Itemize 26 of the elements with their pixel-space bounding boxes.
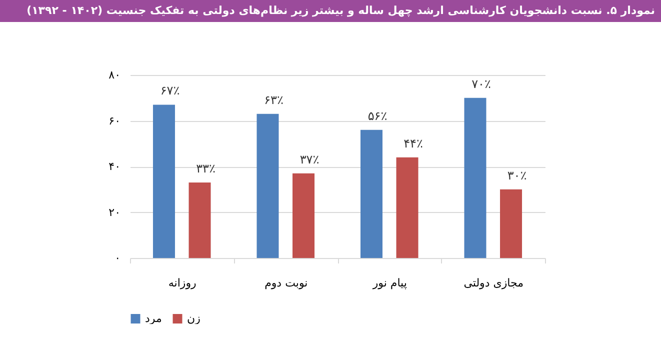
data-label: ۴۴٪ <box>404 136 423 150</box>
bar <box>292 173 315 258</box>
bar <box>360 130 382 258</box>
data-label: ۳۳٪ <box>196 162 216 176</box>
data-label: ۳۷٪ <box>300 152 320 166</box>
bar <box>464 98 486 258</box>
data-label: ۶۳٪ <box>264 92 284 107</box>
y-tick-label: ۶۰ <box>108 114 120 128</box>
y-tick-label: ۲۰ <box>108 206 120 219</box>
y-tick-label: ۸۰ <box>108 68 120 82</box>
x-tick-label: روزانه <box>168 276 196 290</box>
y-tick-label: ۴۰ <box>108 160 120 173</box>
data-label: ۳۰٪ <box>507 168 527 182</box>
bar <box>500 189 522 258</box>
x-tick-label: مجازی دولتی <box>464 276 524 290</box>
bar <box>256 114 279 258</box>
bar <box>188 182 211 258</box>
y-tick-label: ۰ <box>114 252 120 264</box>
x-tick-label: نوبت دوم <box>264 276 308 290</box>
bar <box>396 157 418 258</box>
data-label: ۵۶٪ <box>368 108 388 123</box>
x-tick-label: پیام نور <box>372 276 407 290</box>
data-label: ۷۰٪ <box>472 76 491 91</box>
chart-title: نمودار ۵. نسبت دانشجویان کارشناسی ارشد چهل ساله و بیشتر زیر نظام‌های دولتی به تفکیک جنسیت (۱۴۰۲ - ۱۳۹۲) <box>26 4 655 17</box>
bar <box>152 104 175 258</box>
data-label: ۶۷٪ <box>160 84 180 98</box>
